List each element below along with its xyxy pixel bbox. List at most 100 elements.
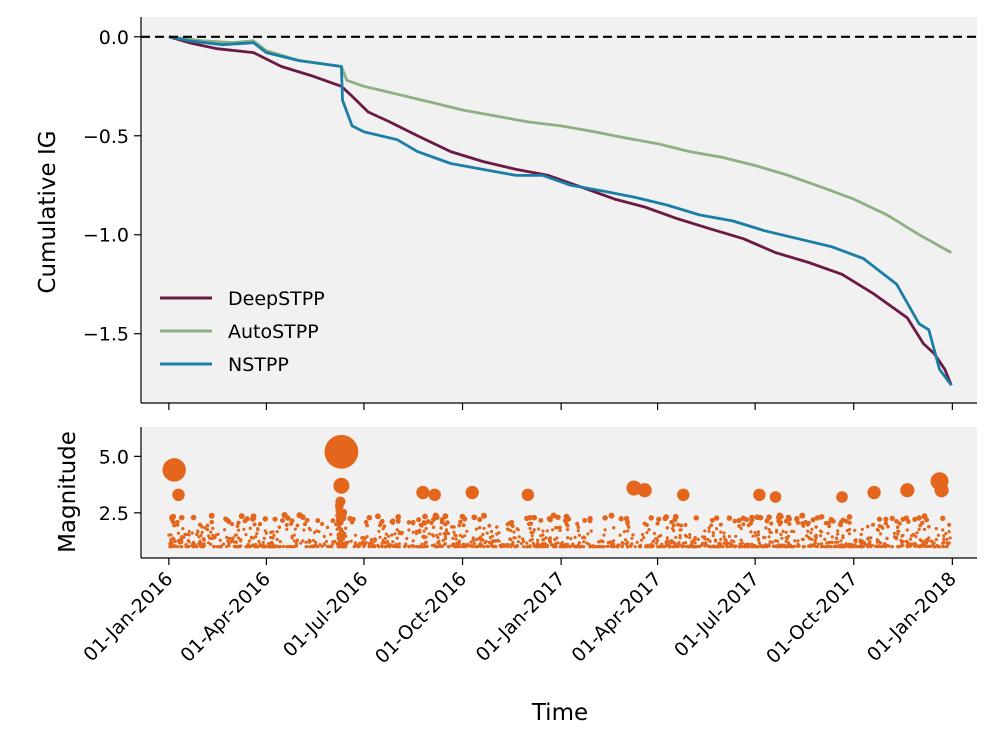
magnitude-point: [544, 536, 548, 540]
magnitude-point: [606, 544, 610, 548]
magnitude-point: [809, 544, 813, 548]
magnitude-point: [304, 540, 308, 544]
magnitude-point: [679, 528, 683, 532]
magnitude-point: [917, 527, 921, 532]
magnitude-point: [436, 541, 440, 545]
magnitude-point: [709, 517, 715, 523]
magnitude-point: [684, 535, 689, 539]
magnitude-point: [585, 541, 589, 545]
magnitude-point: [711, 545, 715, 549]
magnitude-point: [786, 541, 791, 545]
magnitude-point: [257, 522, 263, 527]
magnitude-point: [474, 527, 479, 531]
magnitude-point: [387, 542, 391, 546]
magnitude-point: [646, 543, 650, 548]
magnitude-point: [266, 542, 271, 546]
magnitude-point: [781, 529, 785, 534]
magnitude-points-group: [162, 434, 952, 549]
magnitude-point: [901, 533, 905, 537]
magnitude-point: [521, 537, 525, 541]
magnitude-point: [826, 520, 832, 526]
magnitude-point: [175, 545, 179, 549]
magnitude-point: [597, 540, 601, 544]
magnitude-point: [722, 535, 726, 539]
magnitude-point-notable: [626, 480, 642, 496]
magnitude-point: [252, 522, 257, 527]
magnitude-point: [746, 542, 750, 547]
magnitude-point: [692, 538, 696, 542]
magnitude-point: [750, 545, 754, 549]
magnitude-point: [644, 523, 649, 527]
magnitude-point: [623, 515, 630, 522]
magnitude-point-notable: [172, 488, 185, 502]
magnitude-point: [833, 540, 838, 544]
x-tick-label: 01-Jan-2016: [79, 568, 177, 666]
magnitude-point: [847, 532, 852, 536]
magnitude-point: [528, 545, 532, 549]
magnitude-point: [551, 543, 555, 547]
magnitude-point: [275, 530, 279, 534]
magnitude-point: [516, 540, 520, 544]
magnitude-point: [322, 543, 326, 547]
magnitude-point: [212, 536, 216, 540]
magnitude-point: [818, 514, 825, 520]
magnitude-point: [272, 533, 276, 537]
magnitude-point: [411, 521, 416, 526]
magnitude-point: [187, 529, 191, 534]
magnitude-point: [841, 534, 845, 538]
magnitude-point: [414, 531, 419, 536]
magnitude-point: [454, 544, 458, 548]
magnitude-point: [301, 539, 305, 543]
magnitude-point: [777, 543, 781, 547]
magnitude-point: [353, 541, 357, 545]
magnitude-point: [820, 530, 824, 534]
magnitude-point: [566, 536, 570, 540]
magnitude-point: [577, 533, 582, 537]
magnitude-point: [208, 512, 215, 519]
magnitude-point: [707, 526, 711, 530]
magnitude-point: [226, 539, 230, 543]
magnitude-point: [465, 529, 469, 533]
magnitude-point: [381, 538, 385, 542]
magnitude-point: [671, 545, 675, 549]
magnitude-point: [757, 541, 762, 545]
magnitude-point: [420, 542, 424, 546]
magnitude-point: [214, 533, 218, 537]
magnitude-point: [451, 536, 455, 541]
magnitude-point: [728, 545, 733, 549]
magnitude-point-notable: [334, 501, 344, 511]
magnitude-point: [586, 532, 590, 536]
magnitude-point: [801, 545, 806, 549]
magnitude-point: [290, 536, 294, 540]
magnitude-point: [778, 513, 784, 520]
magnitude-point: [444, 528, 449, 532]
magnitude-point: [248, 526, 252, 530]
magnitude-point: [787, 544, 792, 548]
magnitude-point: [746, 523, 751, 528]
magnitude-point: [236, 520, 241, 525]
magnitude-point: [609, 542, 614, 547]
bottom-plot-area: [141, 427, 977, 558]
magnitude-point: [930, 539, 934, 543]
magnitude-point: [445, 520, 450, 525]
magnitude-point: [652, 531, 657, 536]
magnitude-point: [616, 545, 620, 549]
magnitude-point: [229, 540, 233, 544]
magnitude-point: [551, 528, 555, 532]
magnitude-point-notable: [934, 483, 949, 498]
magnitude-point: [641, 532, 645, 537]
magnitude-point: [582, 518, 588, 523]
magnitude-point: [471, 536, 475, 540]
magnitude-point: [836, 529, 840, 533]
magnitude-point: [553, 537, 557, 542]
magnitude-point: [753, 530, 757, 535]
magnitude-point: [749, 514, 755, 521]
magnitude-point: [769, 521, 774, 526]
magnitude-point: [169, 533, 173, 537]
magnitude-point: [648, 515, 654, 521]
magnitude-point: [905, 540, 909, 544]
magnitude-point: [883, 516, 889, 522]
magnitude-point: [373, 539, 377, 543]
magnitude-point: [395, 518, 401, 523]
magnitude-point: [588, 544, 592, 548]
